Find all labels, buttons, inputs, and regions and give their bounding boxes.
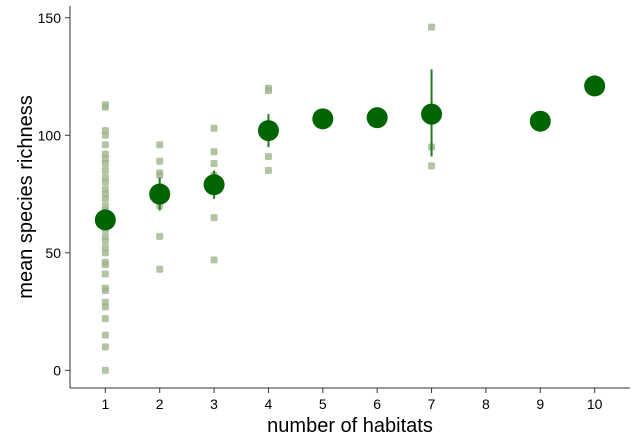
raw-point xyxy=(101,141,109,149)
raw-point xyxy=(156,265,164,273)
raw-point xyxy=(101,127,109,135)
raw-point xyxy=(428,23,436,31)
raw-point xyxy=(101,284,109,292)
raw-point xyxy=(101,232,109,240)
raw-point xyxy=(210,148,218,156)
raw-point xyxy=(210,214,218,222)
mean-point xyxy=(257,120,279,142)
x-tick-label: 6 xyxy=(373,396,381,412)
y-tick-label: 0 xyxy=(53,362,61,378)
raw-point xyxy=(101,315,109,323)
y-ticks: 0 50 100 150 xyxy=(38,10,70,378)
y-tick-label: 150 xyxy=(38,10,62,26)
x-tick-label: 5 xyxy=(319,396,327,412)
x-ticks: 1 2 3 4 5 6 7 8 9 10 xyxy=(101,388,603,412)
y-axis-title: mean species richness xyxy=(15,95,37,298)
mean-point xyxy=(584,75,606,97)
raw-point xyxy=(101,298,109,306)
raw-point xyxy=(101,270,109,278)
raw-point xyxy=(156,141,164,149)
raw-point xyxy=(264,84,272,92)
x-tick-label: 2 xyxy=(156,396,164,412)
mean-points xyxy=(94,75,606,231)
raw-point xyxy=(156,157,164,165)
x-tick-label: 10 xyxy=(587,396,603,412)
x-tick-label: 8 xyxy=(482,396,490,412)
raw-point xyxy=(101,185,109,193)
raw-point xyxy=(101,258,109,266)
y-tick-label: 50 xyxy=(45,245,61,261)
raw-point xyxy=(428,162,436,170)
mean-point xyxy=(203,174,225,196)
mean-point xyxy=(149,183,171,205)
raw-point xyxy=(101,343,109,351)
axes xyxy=(69,6,630,389)
raw-point xyxy=(264,167,272,175)
raw-point xyxy=(101,366,109,374)
raw-data-points xyxy=(101,23,436,374)
x-axis-title: number of habitats xyxy=(267,415,433,437)
raw-point xyxy=(210,256,218,264)
mean-point xyxy=(312,108,334,130)
x-tick-label: 4 xyxy=(265,396,273,412)
mean-point xyxy=(421,103,443,125)
raw-point xyxy=(101,331,109,339)
raw-point xyxy=(156,169,164,177)
mean-point xyxy=(529,110,551,132)
raw-point xyxy=(101,150,109,158)
mean-point xyxy=(94,209,116,231)
y-tick-label: 100 xyxy=(38,127,62,143)
raw-point xyxy=(101,167,109,175)
x-tick-label: 9 xyxy=(536,396,544,412)
x-tick-label: 3 xyxy=(210,396,218,412)
raw-point xyxy=(210,124,218,132)
raw-point xyxy=(101,174,109,182)
raw-point xyxy=(156,232,164,240)
raw-point xyxy=(101,244,109,252)
x-tick-label: 7 xyxy=(428,396,436,412)
raw-point xyxy=(210,160,218,168)
raw-point xyxy=(101,202,109,210)
raw-point xyxy=(101,101,109,109)
raw-point xyxy=(264,152,272,160)
mean-point xyxy=(366,107,388,129)
x-tick-label: 1 xyxy=(101,396,109,412)
